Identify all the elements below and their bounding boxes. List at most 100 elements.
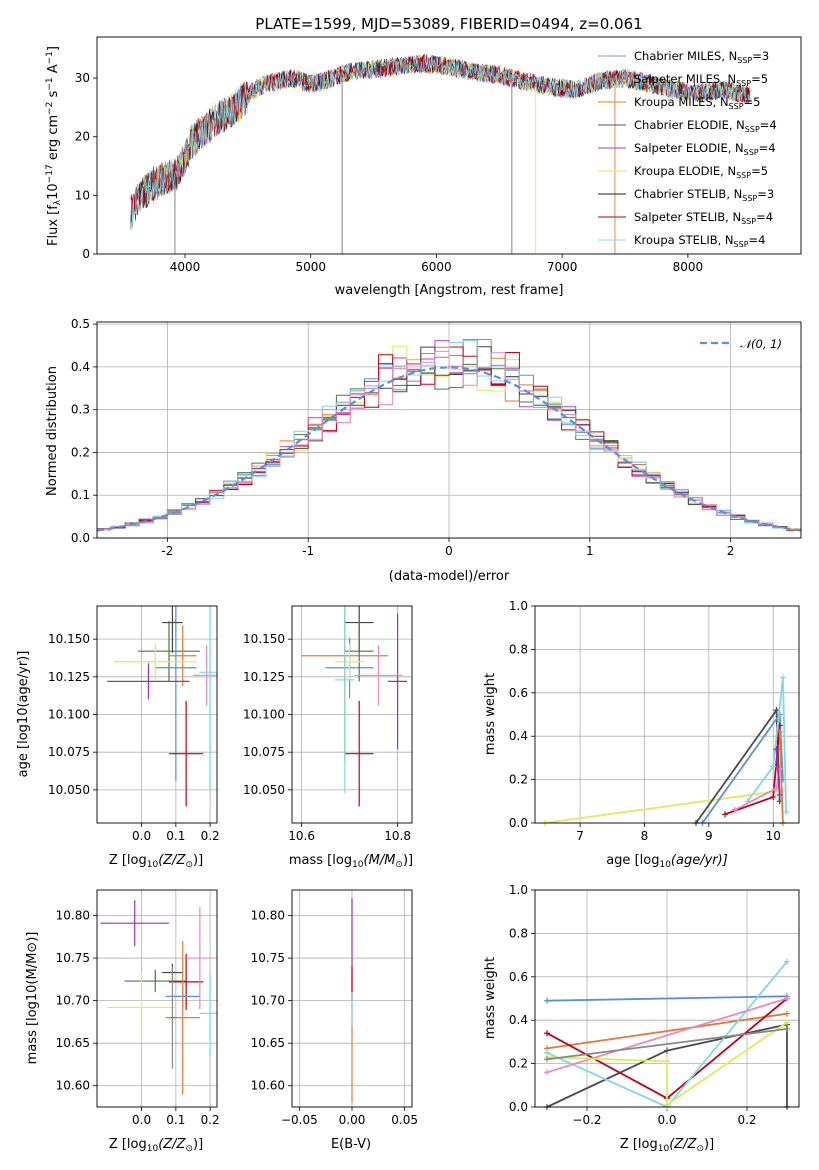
weight-z-xlabel: Z [log10(Z/Z⊙)] xyxy=(620,1137,714,1154)
weight-series-line xyxy=(546,995,788,1002)
legend-entry: Kroupa MILES, NSSP=5 xyxy=(634,95,760,111)
spectrum-title: PLATE=1599, MJD=53089, FIBERID=0494, z=0… xyxy=(255,15,642,33)
weight-marker xyxy=(731,806,738,813)
y-tick-label: 10.70 xyxy=(56,994,90,1008)
y-tick-label: 10.050 xyxy=(48,783,90,797)
x-tick-label: 0.0 xyxy=(132,1113,151,1127)
spectrum-ylabel: Flux [fλ10−17 erg cm−2 s−1 A−1] xyxy=(45,46,63,246)
legend-entry: Chabrier MILES, NSSP=3 xyxy=(634,49,769,65)
residual-xlabel: (data-model)/error xyxy=(389,569,510,584)
legend-entry: Salpeter ELODIE, NSSP=4 xyxy=(634,141,776,157)
y-tick-label: 10.60 xyxy=(56,1079,90,1093)
weight-series-line xyxy=(544,789,784,824)
weight-marker xyxy=(784,958,790,965)
legend-entry: Salpeter STELIB, NSSP=4 xyxy=(634,210,773,226)
y-tick-label: 10.100 xyxy=(48,708,90,722)
spectrum-chart: 4000 5000 6000 7000 8000 0 10 20 30 xyxy=(75,36,802,274)
x-tick-label: 5000 xyxy=(295,260,326,274)
x-tick-label: 0.2 xyxy=(201,829,220,843)
y-tick-label: 0.8 xyxy=(509,926,528,940)
weight-age-ylabel: mass weight xyxy=(483,673,498,755)
weight-z-ylabel: mass weight xyxy=(483,957,498,1039)
x-tick-label: 1 xyxy=(586,544,594,558)
y-tick-label: 0 xyxy=(82,247,90,261)
mass-z-xlabel: Z [log10(Z/Z⊙)] xyxy=(109,1137,203,1154)
x-tick-label: 0.1 xyxy=(166,829,185,843)
x-tick-label: 8000 xyxy=(673,260,704,274)
residual-legend-label: 𝒩(0, 1) xyxy=(740,337,782,351)
y-tick-label: 10.60 xyxy=(251,1079,285,1093)
weight-marker xyxy=(544,997,550,1004)
y-tick-label: 10.100 xyxy=(243,708,285,722)
mass-z-ylabel: mass [log10(M/M⊙)] xyxy=(25,932,40,1065)
x-tick-label: 0.05 xyxy=(391,1113,418,1127)
y-tick-label: 10.65 xyxy=(251,1036,285,1050)
y-tick-label: 10 xyxy=(75,188,90,202)
weight-marker xyxy=(783,809,790,816)
mass-vs-Z-chart: 0.0 0.1 0.2 10.60 10.65 10.70 10.75 10.80 xyxy=(56,889,220,1127)
weight-marker xyxy=(664,1058,670,1065)
x-tick-label: 6000 xyxy=(421,260,452,274)
residual-panel: -2 -1 0 1 2 0.0 0.1 0.2 0.3 0.4 0.5 (data-model)/e… xyxy=(45,317,802,584)
weight-series-line xyxy=(775,749,781,795)
weight-series-line xyxy=(546,1012,788,1050)
x-tick-label: 0.2 xyxy=(201,1113,220,1127)
age-z-xlabel: Z [log10(Z/Z⊙)] xyxy=(109,853,203,870)
weight-age-xlabel: age [log10(age/yr)] xyxy=(606,853,728,870)
weight-series-line xyxy=(778,731,784,824)
x-tick-label: 8 xyxy=(641,829,649,843)
legend-entry: Kroupa ELODIE, NSSP=5 xyxy=(634,164,768,180)
y-tick-label: 0.3 xyxy=(71,403,90,417)
spectrum-panel: PLATE=1599, MJD=53089, FIBERID=0494, z=0… xyxy=(45,15,802,298)
y-tick-label: 10.150 xyxy=(243,632,285,646)
y-tick-label: 0.2 xyxy=(71,445,90,459)
y-tick-label: 0.6 xyxy=(509,686,528,700)
y-tick-label: 0.4 xyxy=(509,729,528,743)
y-tick-label: 10.050 xyxy=(243,783,285,797)
y-tick-label: 10.150 xyxy=(48,632,90,646)
weight-vs-age-chart: 7 8 9 10 0.0 0.2 0.4 0.6 0.8 1.0 xyxy=(509,599,800,843)
y-tick-label: 10.075 xyxy=(243,745,285,759)
legend-entry: Chabrier ELODIE, NSSP=4 xyxy=(634,118,777,134)
y-tick-label: 0.2 xyxy=(509,773,528,787)
y-tick-label: 10.80 xyxy=(56,909,90,923)
weight-marker xyxy=(784,1019,790,1026)
spectrum-series-line xyxy=(130,55,751,227)
weight-marker xyxy=(784,1010,790,1017)
x-tick-label: 4000 xyxy=(170,260,201,274)
weight-series-line xyxy=(546,997,788,1074)
y-tick-label: 10.65 xyxy=(56,1036,90,1050)
x-tick-label: −0.05 xyxy=(281,1113,318,1127)
x-tick-label: 7 xyxy=(576,829,584,843)
y-tick-label: 0.8 xyxy=(509,642,528,656)
y-tick-label: 1.0 xyxy=(509,883,528,897)
y-tick-label: 10.075 xyxy=(48,745,90,759)
weight-marker xyxy=(770,793,777,800)
y-tick-label: 10.125 xyxy=(243,670,285,684)
spectrum-series-line xyxy=(130,54,751,223)
legend-entry: Chabrier STELIB, NSSP=3 xyxy=(634,187,774,203)
weight-marker xyxy=(770,763,777,770)
x-tick-label: 0.0 xyxy=(132,829,151,843)
x-tick-label: 7000 xyxy=(547,260,578,274)
x-tick-label: 0.0 xyxy=(657,1113,676,1127)
y-tick-label: 20 xyxy=(75,130,90,144)
residual-ylabel: Normed distribution xyxy=(45,366,60,496)
y-tick-label: 0.1 xyxy=(71,488,90,502)
age-mass-xlabel: mass [log10(M/M⊙)] xyxy=(289,853,413,870)
x-tick-label: -2 xyxy=(161,544,173,558)
y-tick-label: 0.0 xyxy=(509,1100,528,1114)
age-vs-Z-chart: 0.0 0.1 0.2 10.050 10.075 10.100 10.125 10.150 xyxy=(48,605,220,843)
mass-vs-ebv-chart: −0.05 0.00 0.05 10.60 10.65 10.70 10.75 10.80 xyxy=(251,889,418,1127)
residual-histogram xyxy=(97,350,801,530)
weight-series-line xyxy=(546,1023,788,1108)
weight-marker xyxy=(664,1047,670,1054)
x-tick-label: 9 xyxy=(705,829,713,843)
x-tick-label: −0.2 xyxy=(572,1113,601,1127)
weight-marker xyxy=(776,791,783,798)
weight-marker xyxy=(779,674,786,681)
x-tick-label: -1 xyxy=(302,544,314,558)
y-tick-label: 10.125 xyxy=(48,670,90,684)
y-tick-label: 10.75 xyxy=(56,951,90,965)
weight-marker xyxy=(721,811,728,818)
